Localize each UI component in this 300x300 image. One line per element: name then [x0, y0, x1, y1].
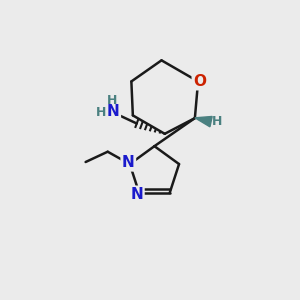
Text: H: H [96, 106, 106, 119]
Polygon shape [195, 116, 212, 127]
Text: N: N [122, 155, 135, 170]
Text: O: O [193, 74, 206, 89]
Text: N: N [130, 187, 143, 202]
Text: H: H [107, 94, 118, 107]
Text: H: H [212, 115, 223, 128]
Text: N: N [107, 104, 120, 119]
